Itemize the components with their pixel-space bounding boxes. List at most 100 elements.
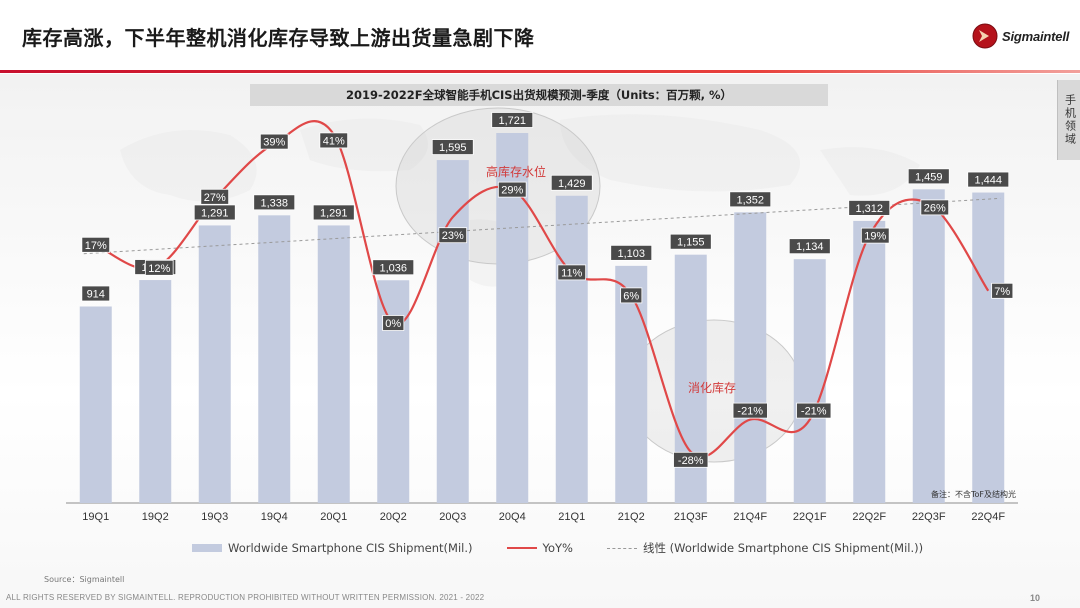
bar-label-21Q1-text: 1,429 — [558, 178, 586, 190]
yoy-label-21Q4F-text: -21% — [737, 406, 763, 418]
bar-label-21Q2: 1,103 — [610, 244, 653, 261]
yoy-label-21Q1: 11% — [557, 264, 587, 281]
bar-label-20Q4-text: 1,721 — [498, 115, 526, 127]
bar-label-21Q1-bg — [550, 174, 593, 191]
yoy-label-20Q1-bg — [319, 132, 349, 149]
yoy-label-20Q2-bg — [382, 315, 405, 331]
bar-label-20Q4: 1,721 — [491, 112, 534, 128]
x-tick-22Q3F: 22Q3F — [912, 511, 946, 523]
yoy-label-21Q1-text: 11% — [561, 267, 582, 279]
x-tick-20Q3: 20Q3 — [439, 511, 466, 523]
yoy-label-20Q3-text: 23% — [442, 230, 464, 242]
yoy-label-19Q1-text: 17% — [85, 240, 107, 252]
yoy-label-22Q2F: 19% — [860, 227, 890, 244]
bar-label-19Q4: 1,338 — [253, 194, 296, 211]
x-tick-22Q2F: 22Q2F — [852, 511, 886, 523]
logo-icon — [972, 23, 998, 49]
yoy-label-19Q2-text: 12% — [148, 263, 170, 275]
bar-22Q1F — [793, 259, 826, 503]
chart-legend: Worldwide Smartphone CIS Shipment(Mil.) … — [192, 540, 957, 556]
bar-19Q2 — [139, 280, 172, 503]
bar-20Q2 — [377, 280, 410, 503]
bar-label-22Q3F-text: 1,459 — [915, 171, 943, 183]
bar-label-22Q3F: 1,459 — [907, 168, 950, 185]
bar-label-21Q4F: 1,352 — [729, 191, 772, 208]
bar-label-19Q3-bg — [193, 204, 236, 221]
bar-label-21Q3F-text: 1,155 — [677, 237, 705, 249]
bar-label-19Q3: 1,291 — [193, 204, 236, 221]
bar-label-22Q2F: 1,312 — [848, 200, 891, 216]
bar-21Q1 — [555, 195, 588, 503]
bar-label-20Q1: 1,291 — [312, 204, 355, 221]
x-tick-20Q2: 20Q2 — [380, 511, 407, 523]
x-tick-19Q4: 19Q4 — [261, 511, 288, 523]
bar-label-19Q1-bg — [81, 285, 111, 302]
bar-label-22Q2F-text: 1,312 — [855, 203, 883, 215]
legend-dash-swatch — [607, 547, 637, 549]
bar-label-20Q1-text: 1,291 — [320, 207, 348, 219]
bar-label-22Q4F-text: 1,444 — [974, 175, 1002, 187]
yoy-label-22Q2F-bg — [860, 227, 890, 244]
bar-label-20Q2: 1,036 — [372, 259, 415, 276]
x-tick-21Q2: 21Q2 — [618, 511, 645, 523]
bar-22Q2F — [853, 220, 886, 504]
legend-label: 线性 (Worldwide Smartphone CIS Shipment(Mi… — [643, 541, 924, 555]
x-tick-19Q2: 19Q2 — [142, 511, 169, 523]
x-tick-19Q1: 19Q1 — [82, 511, 109, 523]
bar-21Q2 — [615, 265, 648, 503]
yoy-label-20Q4-bg — [497, 181, 527, 198]
legend-item-trend[interactable]: 线性 (Worldwide Smartphone CIS Shipment(Mi… — [607, 540, 923, 556]
page-background — [0, 74, 1080, 608]
yoy-label-19Q3-text: 27% — [204, 192, 226, 204]
yoy-label-21Q4F-bg — [732, 402, 768, 419]
title-divider — [0, 70, 1080, 73]
annotation-destock: 消化库存 — [688, 380, 736, 395]
yoy-label-20Q3: 23% — [438, 227, 468, 244]
yoy-label-21Q2-text: 6% — [623, 290, 639, 302]
bar-label-21Q2-text: 1,103 — [617, 248, 645, 260]
bar-label-20Q1-bg — [312, 204, 355, 221]
legend-label: YoY% — [542, 541, 574, 555]
x-tick-20Q4: 20Q4 — [499, 511, 526, 523]
legend-item-yoy[interactable]: YoY% — [506, 541, 574, 555]
bar-22Q3F — [912, 189, 945, 503]
bar-label-20Q3-text: 1,595 — [439, 142, 467, 154]
yoy-label-21Q1-bg — [557, 264, 587, 281]
yoy-label-21Q2: 6% — [620, 287, 643, 304]
x-tick-22Q1F: 22Q1F — [793, 511, 827, 523]
annotation-high-inventory: 高库存水位 — [486, 164, 546, 179]
bar-label-19Q1: 914 — [81, 285, 111, 302]
logo-text: Sigmaintell — [1002, 28, 1070, 44]
slide-title: 库存高涨，下半年整机消化库存导致上游出货量急剧下降 — [22, 26, 535, 50]
legend-bar-swatch — [192, 544, 222, 552]
bar-label-20Q3: 1,595 — [431, 139, 474, 155]
bar-20Q1 — [317, 225, 350, 503]
bar-label-20Q4-bg — [491, 112, 534, 128]
x-tick-21Q1: 21Q1 — [558, 511, 585, 523]
yoy-label-19Q1-bg — [81, 236, 111, 253]
legend-line-swatch — [506, 547, 537, 549]
bar-label-22Q3F-bg — [907, 168, 950, 185]
yoy-label-21Q2-bg — [620, 287, 643, 304]
yoy-label-19Q4-bg — [259, 133, 289, 150]
yoy-label-22Q3F: 26% — [920, 199, 950, 216]
yoy-label-22Q1F-bg — [796, 402, 832, 419]
yoy-label-22Q3F-text: 26% — [924, 202, 946, 214]
x-tick-21Q4F: 21Q4F — [733, 511, 767, 523]
x-tick-20Q1: 20Q1 — [320, 511, 347, 523]
yoy-label-22Q1F: -21% — [796, 402, 832, 419]
bar-label-22Q1F-text: 1,134 — [796, 241, 824, 253]
yoy-label-22Q2F-text: 19% — [864, 231, 886, 243]
bar-21Q4F — [734, 212, 767, 503]
bar-label-22Q4F: 1,444 — [967, 171, 1010, 188]
bar-label-22Q1F-bg — [788, 238, 831, 255]
side-tab[interactable]: 手机领域 — [1057, 80, 1080, 160]
bar-22Q4F — [972, 192, 1005, 504]
copyright-footer: ALL RIGHTS RESERVED BY SIGMAINTELL. REPR… — [6, 593, 485, 602]
bar-label-22Q4F-bg — [967, 171, 1010, 188]
legend-item-shipment[interactable]: Worldwide Smartphone CIS Shipment(Mil.) — [192, 541, 473, 555]
bar-label-20Q2-bg — [372, 259, 415, 276]
bar-label-22Q2F-bg — [848, 200, 891, 216]
bar-label-20Q2-text: 1,036 — [379, 262, 407, 274]
